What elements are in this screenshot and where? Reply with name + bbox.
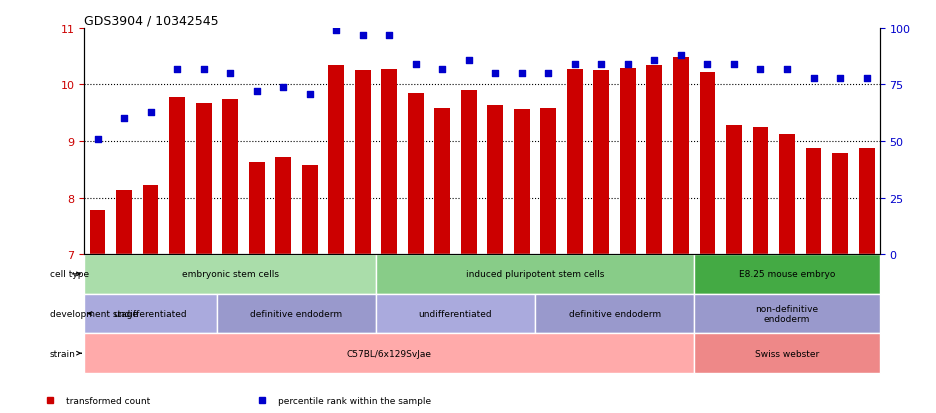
Point: [223, 71, 238, 77]
Bar: [381, 69, 397, 254]
Text: E8.25 mouse embryo: E8.25 mouse embryo: [739, 270, 835, 279]
Bar: [249, 163, 265, 254]
Text: strain: strain: [50, 349, 81, 358]
Point: [806, 75, 821, 82]
Bar: [832, 154, 848, 254]
Text: development stage: development stage: [50, 309, 138, 318]
Point: [621, 62, 636, 68]
Bar: [540, 109, 556, 254]
Text: undifferentiated: undifferentiated: [418, 309, 492, 318]
Bar: [620, 69, 636, 254]
Text: undifferentiated: undifferentiated: [114, 309, 187, 318]
Point: [302, 91, 317, 97]
FancyBboxPatch shape: [217, 294, 376, 334]
Point: [249, 89, 264, 95]
Point: [355, 32, 370, 39]
Text: embryonic stem cells: embryonic stem cells: [182, 270, 279, 279]
Bar: [753, 128, 768, 254]
Point: [143, 109, 158, 116]
FancyBboxPatch shape: [84, 334, 695, 373]
Text: induced pluripotent stem cells: induced pluripotent stem cells: [466, 270, 605, 279]
Bar: [858, 148, 874, 254]
Bar: [434, 109, 450, 254]
FancyBboxPatch shape: [376, 294, 535, 334]
Bar: [408, 94, 424, 254]
Bar: [275, 157, 291, 254]
Bar: [806, 148, 822, 254]
Text: GDS3904 / 10342545: GDS3904 / 10342545: [84, 15, 219, 28]
Bar: [593, 71, 609, 254]
Bar: [142, 185, 158, 254]
Text: definitive endoderm: definitive endoderm: [568, 309, 661, 318]
Bar: [329, 66, 344, 254]
Text: Swiss webster: Swiss webster: [755, 349, 819, 358]
Bar: [699, 73, 715, 254]
Point: [275, 84, 290, 91]
FancyBboxPatch shape: [376, 254, 695, 294]
Point: [541, 71, 556, 77]
Point: [90, 136, 105, 143]
FancyBboxPatch shape: [84, 254, 376, 294]
Text: non-definitive
endoderm: non-definitive endoderm: [755, 304, 819, 323]
FancyBboxPatch shape: [535, 294, 695, 334]
Point: [197, 66, 212, 73]
Point: [169, 66, 184, 73]
Bar: [169, 98, 185, 254]
Bar: [567, 69, 583, 254]
Point: [488, 71, 503, 77]
Bar: [726, 126, 742, 254]
Bar: [90, 211, 106, 254]
Bar: [779, 134, 795, 254]
Bar: [355, 71, 371, 254]
Bar: [514, 109, 530, 254]
Text: transformed count: transformed count: [66, 396, 150, 405]
Point: [700, 62, 715, 68]
Point: [329, 28, 344, 34]
Text: cell type: cell type: [50, 270, 89, 279]
Point: [833, 75, 848, 82]
Point: [726, 62, 741, 68]
Bar: [196, 103, 212, 254]
Point: [382, 32, 397, 39]
Text: definitive endoderm: definitive endoderm: [250, 309, 343, 318]
Point: [515, 71, 530, 77]
Text: C57BL/6x129SvJae: C57BL/6x129SvJae: [346, 349, 431, 358]
FancyBboxPatch shape: [84, 294, 217, 334]
Bar: [647, 66, 663, 254]
Bar: [116, 191, 132, 254]
Point: [116, 116, 131, 122]
FancyBboxPatch shape: [695, 334, 880, 373]
Text: percentile rank within the sample: percentile rank within the sample: [278, 396, 431, 405]
Point: [593, 62, 608, 68]
Bar: [222, 100, 238, 254]
Bar: [488, 106, 504, 254]
Point: [408, 62, 423, 68]
Point: [780, 66, 795, 73]
Point: [647, 57, 662, 64]
Point: [859, 75, 874, 82]
Bar: [301, 166, 317, 254]
Point: [461, 57, 476, 64]
Point: [674, 53, 689, 59]
Bar: [673, 58, 689, 254]
Point: [567, 62, 582, 68]
Bar: [461, 91, 476, 254]
Point: [753, 66, 768, 73]
Point: [434, 66, 449, 73]
FancyBboxPatch shape: [695, 294, 880, 334]
FancyBboxPatch shape: [695, 254, 880, 294]
